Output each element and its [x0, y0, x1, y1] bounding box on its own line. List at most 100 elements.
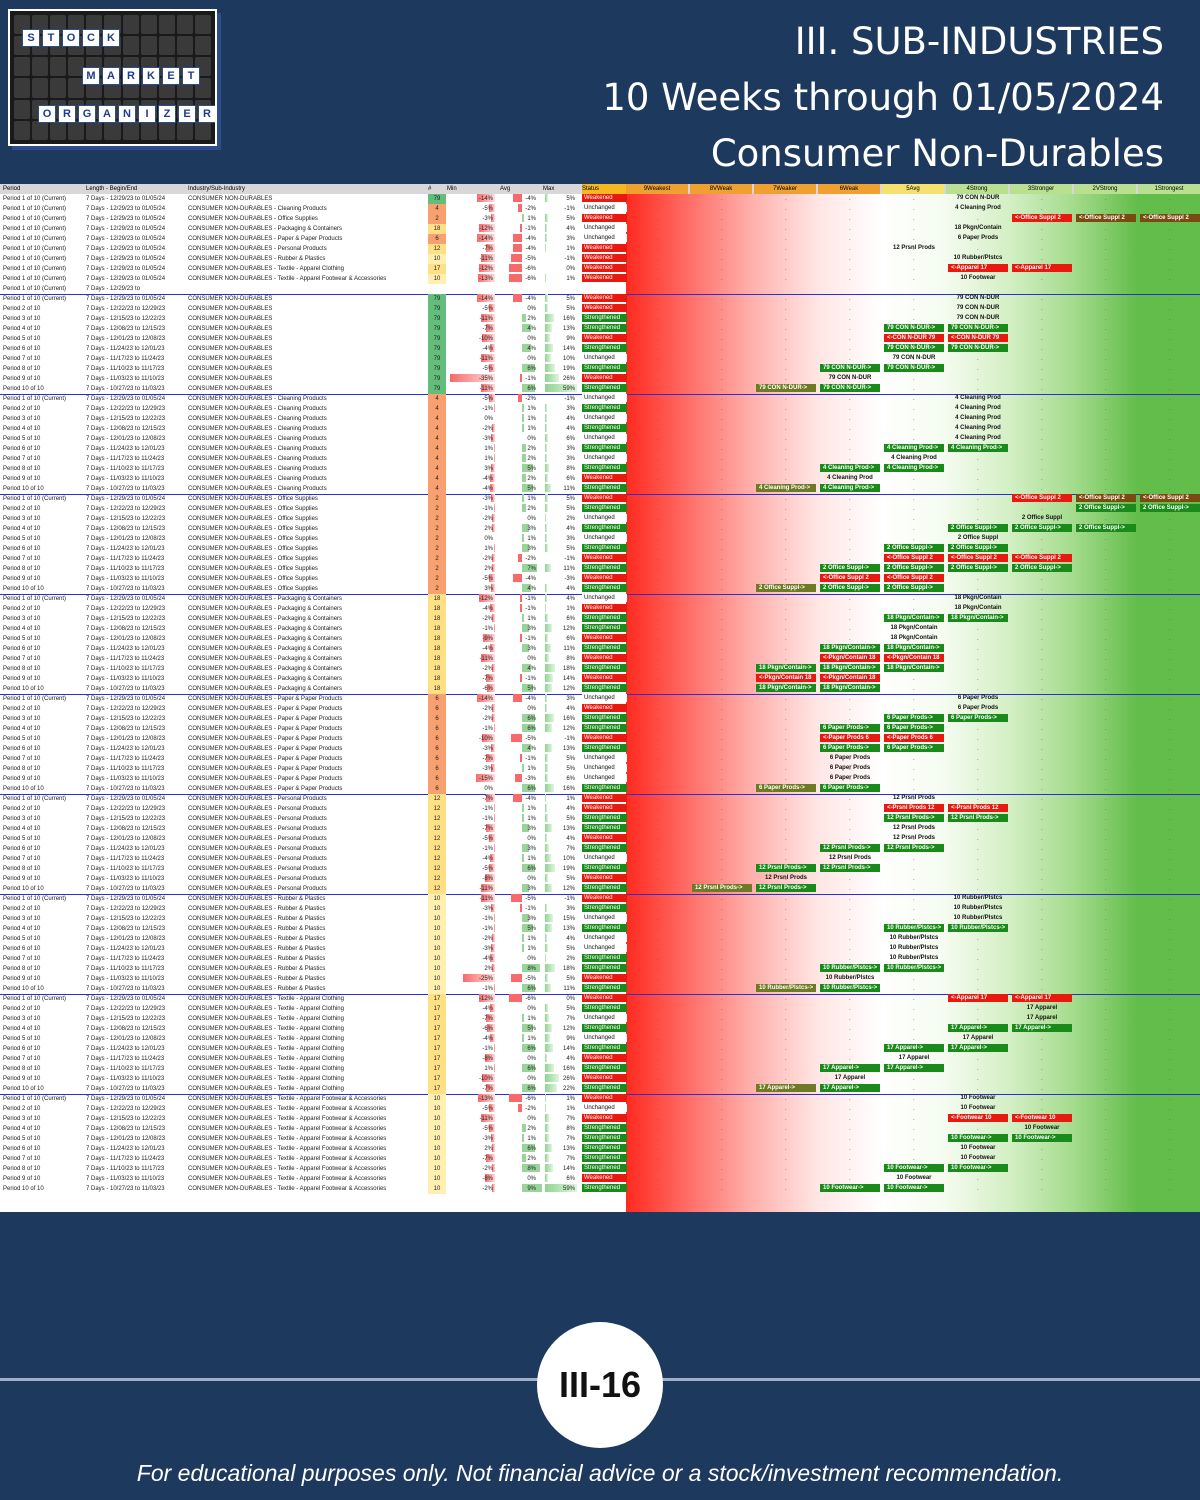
- column-header[interactable]: 9Weakest: [626, 184, 688, 194]
- empty-cell-dot: .: [721, 756, 723, 762]
- empty-cell-dot: .: [721, 216, 723, 222]
- max-bar: [545, 764, 548, 772]
- column-header[interactable]: Status: [582, 184, 626, 194]
- empty-cell-dot: .: [1105, 226, 1107, 232]
- empty-cell-dot: .: [785, 746, 787, 752]
- max-bar: [545, 344, 553, 352]
- cell-avg: -1%: [525, 636, 536, 642]
- avg-bar: [522, 534, 525, 542]
- empty-cell-dot: .: [657, 776, 659, 782]
- table-row: Period 8 of 10 7 Days - 11/10/23 to 11/17…: [0, 564, 1200, 574]
- cell-max: 14%: [562, 1046, 575, 1052]
- column-header[interactable]: #: [428, 186, 432, 192]
- column-header[interactable]: 4Strong: [946, 184, 1008, 194]
- min-bar: [488, 304, 495, 312]
- cell-industry: CONSUMER NON-DURABLES - Rubber & Plastic…: [188, 946, 326, 952]
- avg-bar: [522, 424, 525, 432]
- column-header[interactable]: 6Weak: [818, 184, 880, 194]
- cell-period: Period 6 of 10: [3, 446, 41, 452]
- column-header[interactable]: Avg: [500, 186, 511, 192]
- column-header[interactable]: Min: [447, 186, 457, 192]
- empty-cell-dot: .: [657, 876, 659, 882]
- empty-cell-dot: .: [1041, 886, 1043, 892]
- empty-cell-dot: .: [1169, 226, 1171, 232]
- empty-cell-dot: .: [657, 516, 659, 522]
- empty-cell-dot: .: [721, 966, 723, 972]
- position-chip: <-Office Suppl 2: [1140, 494, 1200, 502]
- min-bar: [493, 844, 495, 852]
- position-chip: 18 Pkgn/Contain->: [884, 644, 944, 652]
- empty-cell-dot: .: [977, 886, 979, 892]
- logo-letter: G: [78, 105, 96, 123]
- empty-cell-dot: .: [913, 236, 915, 242]
- empty-cell-dot: .: [1041, 1086, 1043, 1092]
- min-bar: [476, 694, 495, 702]
- cell-avg: -6%: [525, 276, 536, 282]
- status-badge: Weakened: [582, 1114, 627, 1122]
- empty-cell-dot: .: [913, 1136, 915, 1142]
- column-header[interactable]: 5Avg: [882, 184, 944, 194]
- max-bar: [545, 964, 555, 972]
- empty-cell-dot: .: [977, 236, 979, 242]
- cell-avg: 5%: [527, 486, 536, 492]
- empty-cell-dot: .: [1169, 1066, 1171, 1072]
- cell-count: 10: [428, 1104, 446, 1114]
- cell-industry: CONSUMER NON-DURABLES - Office Supplies: [188, 586, 318, 592]
- empty-cell-dot: .: [657, 266, 659, 272]
- cell-avg: -1%: [525, 606, 536, 612]
- cell-length: 7 Days - 12/22/23 to 12/29/23: [86, 706, 166, 712]
- empty-cell-dot: .: [849, 456, 851, 462]
- avg-bar: [522, 454, 527, 462]
- column-header[interactable]: Industry/Sub-Industry: [188, 186, 246, 192]
- empty-cell-dot: .: [977, 196, 979, 202]
- empty-cell-dot: .: [977, 296, 979, 302]
- empty-cell-dot: .: [657, 1016, 659, 1022]
- cell-period: Period 9 of 10: [3, 1176, 41, 1182]
- position-chip: <-Office Suppl 2: [884, 574, 944, 582]
- empty-cell-dot: .: [785, 1056, 787, 1062]
- empty-cell-dot: .: [721, 666, 723, 672]
- position-chip: 17 Apparel->: [884, 1044, 944, 1052]
- column-header[interactable]: Period: [3, 186, 21, 192]
- column-header[interactable]: 8VWeak: [690, 184, 752, 194]
- cell-period: Period 9 of 10: [3, 1076, 41, 1082]
- column-header[interactable]: Max: [543, 186, 555, 192]
- empty-cell-dot: .: [1105, 996, 1107, 1002]
- column-header[interactable]: 7Weaker: [754, 184, 816, 194]
- cell-avg: 1%: [527, 216, 536, 222]
- cell-min: -5%: [482, 396, 493, 402]
- table-row: Period 10 of 10 7 Days - 10/27/23 to 11/0…: [0, 784, 1200, 794]
- status-badge: Strengthened: [582, 1004, 627, 1012]
- table-row: Period 1 of 10 (Current) 7 Days - 12/29/2…: [0, 1094, 1200, 1104]
- cell-avg: -1%: [525, 376, 536, 382]
- min-bar: [491, 764, 495, 772]
- status-badge: Unchanged: [582, 354, 627, 362]
- column-header[interactable]: 3Stronger: [1010, 184, 1072, 194]
- position-chip: <-Prsnl Prods 12: [948, 804, 1008, 812]
- max-bar: [545, 594, 548, 602]
- column-header[interactable]: Length - Begin/End: [86, 186, 138, 192]
- empty-cell-dot: .: [1169, 516, 1171, 522]
- cell-max: 1%: [566, 276, 575, 282]
- cell-max: 2%: [566, 956, 575, 962]
- cell-min: -4%: [482, 476, 493, 482]
- cell-industry: CONSUMER NON-DURABLES - Textile - Appare…: [188, 1036, 344, 1042]
- column-header[interactable]: 1Strongest: [1138, 184, 1200, 194]
- column-header[interactable]: 2VStrong: [1074, 184, 1136, 194]
- cell-max: 1%: [566, 1106, 575, 1112]
- min-bar: [493, 724, 495, 732]
- cell-avg: 6%: [527, 386, 536, 392]
- cell-min: -13%: [478, 276, 493, 282]
- position-chip: 10 Rubber/Plstcs: [953, 895, 1003, 901]
- empty-cell-dot: .: [1041, 586, 1043, 592]
- cell-min: -11%: [479, 656, 493, 662]
- empty-cell-dot: .: [721, 1186, 723, 1192]
- min-bar: [485, 324, 495, 332]
- cell-max: 13%: [562, 826, 575, 832]
- empty-cell-dot: .: [721, 676, 723, 682]
- cell-count: 17: [428, 264, 446, 274]
- cell-avg: 1%: [527, 856, 536, 862]
- empty-cell-dot: .: [913, 766, 915, 772]
- empty-cell-dot: .: [721, 646, 723, 652]
- position-chip: 18 Pkgn/Contain->: [756, 684, 816, 692]
